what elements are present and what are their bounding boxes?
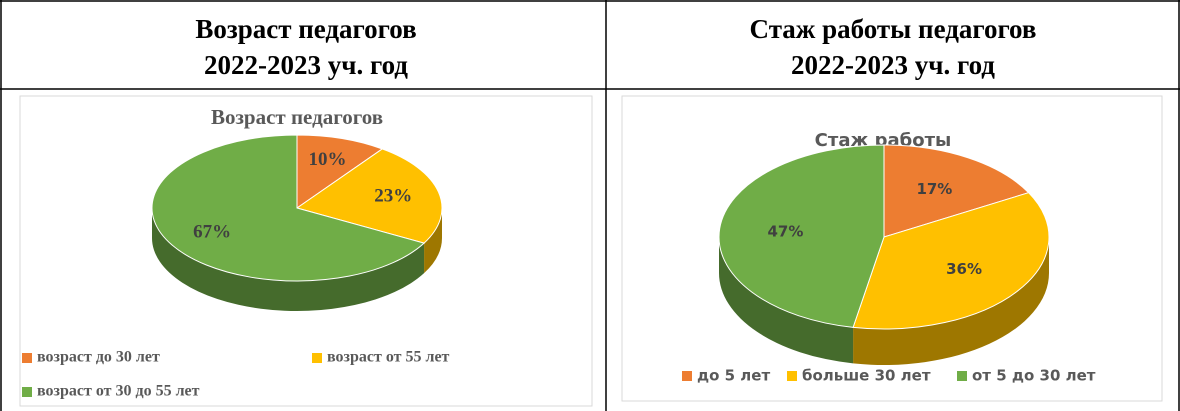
legend-label: возраст до 30 лет — [37, 349, 160, 366]
slice-side — [424, 208, 442, 274]
legend-label: от 5 до 30 лет — [972, 367, 1096, 385]
legend-swatch — [787, 371, 797, 381]
slice — [718, 144, 885, 328]
legend-label: возраст от 55 лет — [327, 349, 450, 366]
legend-swatch — [682, 371, 692, 381]
slice — [151, 134, 426, 282]
legend-swatch — [22, 387, 32, 397]
data-label: 47% — [767, 222, 803, 240]
chart-frame — [621, 95, 1163, 402]
slice — [883, 144, 1030, 238]
chart-frame — [19, 95, 593, 407]
data-label: 23% — [374, 186, 412, 207]
slice-side — [152, 208, 425, 312]
legend-label: возраст от 30 до 55 лет — [37, 383, 200, 400]
slice — [296, 134, 384, 209]
header-line: 2022-2023 уч. год — [791, 50, 995, 80]
data-label: 67% — [193, 222, 231, 243]
legend-label: до 5 лет — [697, 367, 770, 385]
legend-swatch — [22, 353, 32, 363]
legend-label: больше 30 лет — [802, 367, 931, 385]
slice-side — [719, 237, 854, 364]
data-label: 36% — [946, 260, 982, 278]
slice — [295, 148, 443, 244]
slice — [852, 192, 1050, 330]
legend-swatch — [312, 353, 322, 363]
data-label: 10% — [308, 149, 346, 170]
slice-side — [853, 237, 1049, 365]
header-line: Стаж работы педагогов — [750, 14, 1037, 44]
header-line: Возраст педагогов — [195, 14, 416, 44]
chart-title: Возраст педагогов — [211, 105, 383, 129]
chart-title: Стаж работы — [815, 130, 952, 151]
data-label: 17% — [916, 180, 952, 198]
header-line: 2022-2023 уч. год — [204, 50, 408, 80]
legend-swatch — [957, 371, 967, 381]
